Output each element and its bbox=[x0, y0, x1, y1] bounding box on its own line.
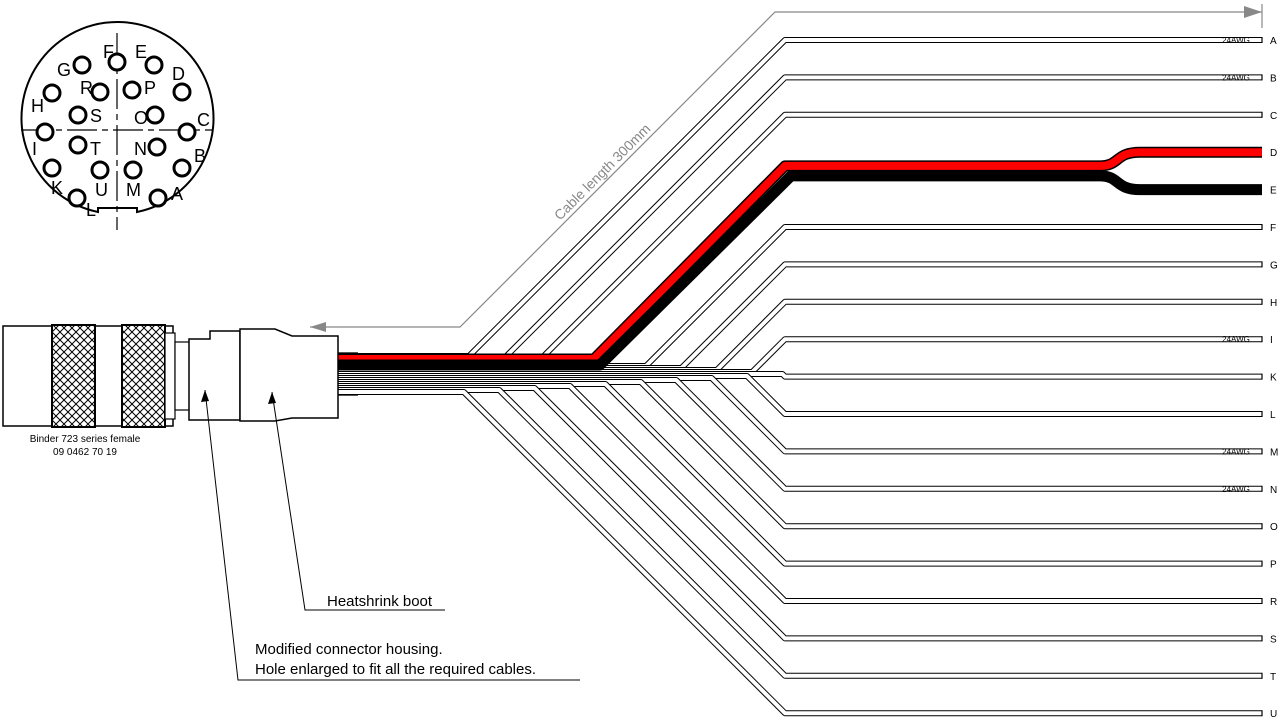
wire-B bbox=[338, 75, 1262, 360]
pin-F bbox=[107, 52, 127, 72]
connector-part-number: 09 0462 70 19 bbox=[53, 447, 117, 458]
wire-label-U: U bbox=[1270, 709, 1277, 720]
pin-O bbox=[145, 105, 165, 125]
heatshrink-boot bbox=[239, 328, 339, 422]
callout-boot: Heatshrink boot bbox=[268, 391, 445, 611]
pin-U bbox=[90, 160, 110, 180]
pin-label-P: P bbox=[144, 78, 156, 98]
pin-label-O: O bbox=[134, 108, 148, 128]
knurled-ring bbox=[121, 324, 166, 428]
wire-label-M: M bbox=[1270, 447, 1278, 458]
modified-housing bbox=[188, 330, 241, 421]
pin-M bbox=[123, 160, 143, 180]
wire-R-outline bbox=[338, 383, 1262, 604]
pin-B bbox=[172, 158, 192, 178]
pin-A bbox=[148, 188, 168, 208]
wire-gauge-M: 24AWG bbox=[1222, 447, 1250, 456]
wire-E bbox=[338, 170, 1262, 371]
wire-label-S: S bbox=[1270, 634, 1277, 645]
wire-B-outline bbox=[338, 74, 1262, 361]
pin-label-T: T bbox=[90, 139, 101, 159]
wire-label-B: B bbox=[1270, 73, 1277, 84]
pin-label-U: U bbox=[95, 180, 108, 200]
pin-D bbox=[172, 82, 192, 102]
pin-label-H: H bbox=[31, 96, 44, 116]
pin-E bbox=[144, 55, 164, 75]
pin-label-R: R bbox=[80, 78, 93, 98]
wire-A bbox=[338, 38, 1262, 358]
wire-label-G: G bbox=[1270, 260, 1278, 271]
callout-housing: Modified connector housing. Hole enlarge… bbox=[201, 389, 580, 681]
pin-label-E: E bbox=[135, 42, 147, 62]
pin-R bbox=[90, 82, 110, 102]
housing-callout-line1: Modified connector housing. bbox=[255, 641, 443, 658]
knurled-ring bbox=[51, 324, 96, 428]
wire-P-outline bbox=[338, 381, 1262, 567]
pin-C bbox=[177, 122, 197, 142]
wire-label-O: O bbox=[1270, 522, 1278, 533]
wire-label-K: K bbox=[1270, 373, 1277, 384]
wire-label-T: T bbox=[1270, 672, 1276, 683]
wire-T bbox=[338, 388, 1262, 678]
pin-label-S: S bbox=[90, 106, 102, 126]
pin-label-B: B bbox=[194, 146, 206, 166]
pin-label-L: L bbox=[86, 200, 96, 220]
wire-U bbox=[338, 390, 1262, 716]
wire-N-outline bbox=[338, 377, 1262, 492]
wire-gauge-N: 24AWG bbox=[1222, 485, 1250, 494]
wire-label-A: A bbox=[1270, 36, 1277, 47]
wire-R bbox=[338, 384, 1262, 603]
connector-body: Binder 723 series female 09 0462 70 19 bbox=[2, 324, 339, 458]
wire-label-D: D bbox=[1270, 148, 1277, 159]
pin-N bbox=[147, 137, 167, 157]
pin-L bbox=[67, 188, 87, 208]
pin-label-N: N bbox=[134, 139, 147, 159]
pin-label-A: A bbox=[171, 184, 183, 204]
wire-N bbox=[338, 378, 1262, 491]
pin-label-M: M bbox=[126, 180, 141, 200]
cable-length-label: Cable length 300mm bbox=[551, 120, 654, 223]
connector-label: Binder 723 series female bbox=[30, 434, 141, 445]
pin-P bbox=[122, 80, 142, 100]
pin-label-D: D bbox=[172, 64, 185, 84]
wire-label-I: I bbox=[1270, 335, 1273, 346]
wire-label-N: N bbox=[1270, 485, 1277, 496]
pin-K bbox=[42, 158, 62, 178]
arrowhead-right bbox=[1244, 6, 1262, 18]
wire-D bbox=[338, 148, 1262, 363]
wire-label-R: R bbox=[1270, 597, 1277, 608]
wire-T-outline bbox=[338, 387, 1262, 679]
pin-I bbox=[35, 122, 55, 142]
pin-label-K: K bbox=[51, 178, 63, 198]
wire-A-outline bbox=[338, 37, 1262, 359]
pin-label-I: I bbox=[32, 139, 37, 159]
boot-callout-text: Heatshrink boot bbox=[327, 593, 433, 610]
arrowhead-left bbox=[310, 322, 326, 332]
wire-P bbox=[338, 382, 1262, 566]
wire-label-F: F bbox=[1270, 223, 1276, 234]
pin-label-G: G bbox=[57, 60, 71, 80]
wire-gauge-B: 24AWG bbox=[1222, 73, 1250, 82]
pin-S bbox=[68, 105, 88, 125]
wire-gauge-A: 24AWG bbox=[1222, 36, 1250, 45]
wire-label-C: C bbox=[1270, 111, 1277, 122]
pin-H bbox=[42, 83, 62, 103]
wire-label-P: P bbox=[1270, 560, 1277, 571]
pin-G bbox=[72, 55, 92, 75]
connector-pin-face: ABC D E F GH IK L M NOP RST U bbox=[20, 21, 215, 230]
housing-callout-line2: Hole enlarged to fit all the required ca… bbox=[255, 661, 536, 678]
pin-label-F: F bbox=[103, 42, 114, 62]
wire-gauge-I: 24AWG bbox=[1222, 335, 1250, 344]
wire-label-H: H bbox=[1270, 298, 1277, 309]
pin-T bbox=[68, 135, 88, 155]
pin-label-C: C bbox=[197, 110, 210, 130]
wire-harness: A 24AWG B 24AWG C D E F G H I 24AWG K L M 24AWG N 24AWG O P… bbox=[338, 36, 1278, 720]
wire-label-E: E bbox=[1270, 186, 1277, 197]
wire-label-L: L bbox=[1270, 410, 1276, 421]
